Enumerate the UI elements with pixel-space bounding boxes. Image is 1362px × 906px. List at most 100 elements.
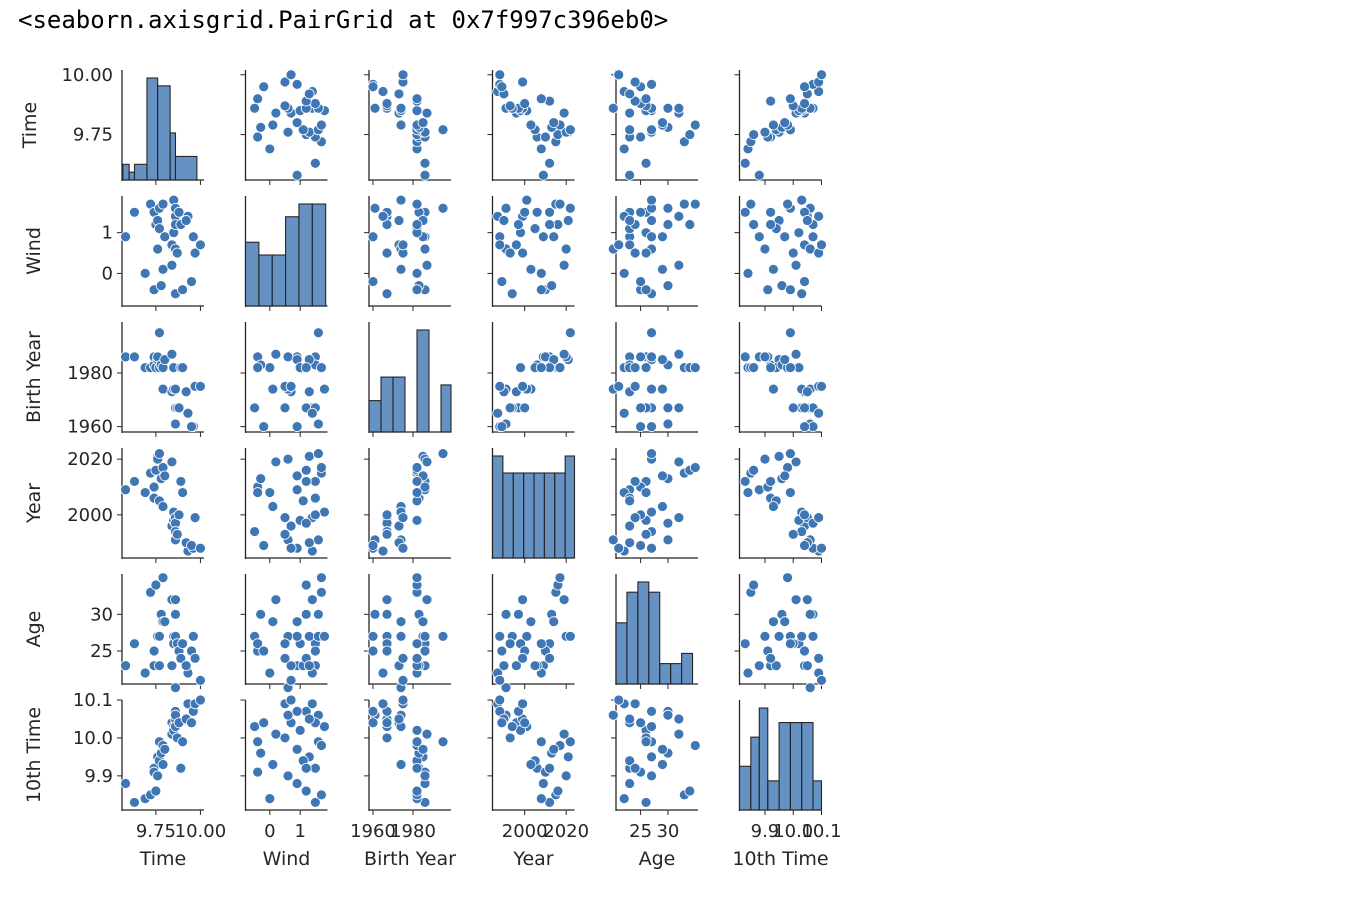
scatter-point — [186, 540, 197, 551]
scatter-point — [397, 542, 409, 554]
scatter-point — [303, 88, 315, 100]
scatter-point — [779, 616, 791, 628]
scatter-point — [175, 652, 187, 664]
scatter-point — [173, 206, 185, 218]
subplot-0-0: 9.75 10.00 Time — [19, 65, 204, 185]
scatter-point — [395, 759, 407, 770]
histogram-bar — [750, 736, 760, 811]
scatter-point — [684, 785, 696, 797]
scatter-point — [180, 215, 192, 226]
scatter-point — [180, 660, 192, 672]
scatter-point — [264, 143, 276, 155]
histogram-bar — [311, 203, 327, 307]
scatter-point — [411, 93, 423, 105]
scatter-point — [629, 76, 641, 88]
scatter-point — [494, 239, 506, 251]
scatter-point — [312, 327, 324, 339]
scatter-point — [813, 210, 825, 222]
scatter-point — [312, 418, 324, 430]
scatter-point — [303, 660, 315, 672]
x-tick-label: 1 — [294, 821, 305, 842]
scatter-point — [300, 608, 312, 620]
y-tick-label: 1980 — [67, 363, 113, 384]
scatter-point — [635, 206, 646, 218]
scatter-point — [494, 694, 506, 706]
scatter-point — [411, 268, 423, 279]
scatter-point — [496, 717, 508, 729]
scatter-point — [291, 484, 303, 496]
histogram-bar — [285, 216, 300, 307]
scatter-point — [397, 652, 409, 664]
scatter-point — [411, 198, 423, 210]
scatter-point — [159, 354, 171, 365]
scatter-point — [796, 288, 808, 300]
scatter-point — [759, 630, 771, 642]
scatter-point — [799, 645, 810, 657]
scatter-point — [498, 660, 510, 672]
scatter-point — [139, 487, 151, 498]
scatter-point — [397, 69, 409, 81]
scatter-point — [662, 219, 674, 230]
scatter-point — [673, 210, 685, 222]
histogram-bar — [128, 171, 136, 181]
scatter-point — [607, 709, 619, 721]
scatter-point — [367, 630, 379, 642]
scatter-point — [673, 259, 685, 271]
scatter-point — [279, 652, 291, 664]
scatter-point — [267, 616, 279, 628]
scatter-point — [166, 456, 178, 468]
scatter-point — [148, 481, 160, 493]
scatter-point — [279, 512, 291, 524]
scatter-point — [255, 608, 267, 620]
x-tick-label: 1980 — [390, 821, 436, 842]
scatter-point — [739, 157, 751, 169]
scatter-point — [646, 506, 657, 518]
y-axis-label: Birth Year — [23, 331, 45, 423]
scatter-point — [267, 119, 279, 131]
scatter-point — [159, 231, 171, 243]
scatter-point — [419, 645, 431, 657]
scatter-point — [173, 402, 185, 414]
scatter-point — [673, 728, 685, 740]
scatter-point — [506, 721, 518, 732]
scatter-point — [419, 157, 431, 169]
scatter-point — [150, 785, 162, 797]
scatter-point — [816, 69, 827, 81]
scatter-point — [249, 721, 261, 732]
histogram-bar — [637, 581, 650, 685]
scatter-point — [279, 76, 291, 88]
scatter-point — [189, 247, 201, 259]
scatter-point — [145, 586, 156, 598]
scatter-point — [624, 537, 636, 549]
scatter-point — [548, 117, 560, 129]
scatter-point — [816, 674, 827, 686]
histogram-bar — [512, 472, 525, 559]
scatter-point — [784, 448, 796, 459]
scatter-point — [796, 194, 808, 206]
scatter-point — [689, 198, 701, 210]
scatter-point — [779, 231, 791, 243]
scatter-point — [517, 380, 529, 392]
scatter-point — [640, 736, 652, 748]
histogram-bar — [648, 591, 661, 685]
scatter-point — [768, 616, 779, 628]
scatter-point — [154, 660, 165, 672]
subplot-4-1 — [240, 572, 330, 694]
scatter-point — [657, 759, 668, 770]
scatter-point — [309, 509, 321, 521]
scatter-point — [297, 495, 309, 507]
histogram-bar — [659, 663, 672, 685]
scatter-point — [285, 674, 297, 686]
scatter-point — [784, 93, 796, 105]
x-tick-label: 10.00 — [175, 821, 227, 842]
y-axis-label: Wind — [23, 227, 45, 275]
scatter-point — [381, 528, 393, 540]
scatter-point — [411, 724, 423, 736]
scatter-point — [790, 594, 802, 606]
scatter-point — [782, 572, 793, 584]
scatter-point — [513, 219, 524, 230]
scatter-point — [635, 131, 646, 143]
scatter-point — [270, 348, 282, 360]
scatter-point — [381, 594, 393, 606]
scatter-point — [157, 383, 169, 395]
